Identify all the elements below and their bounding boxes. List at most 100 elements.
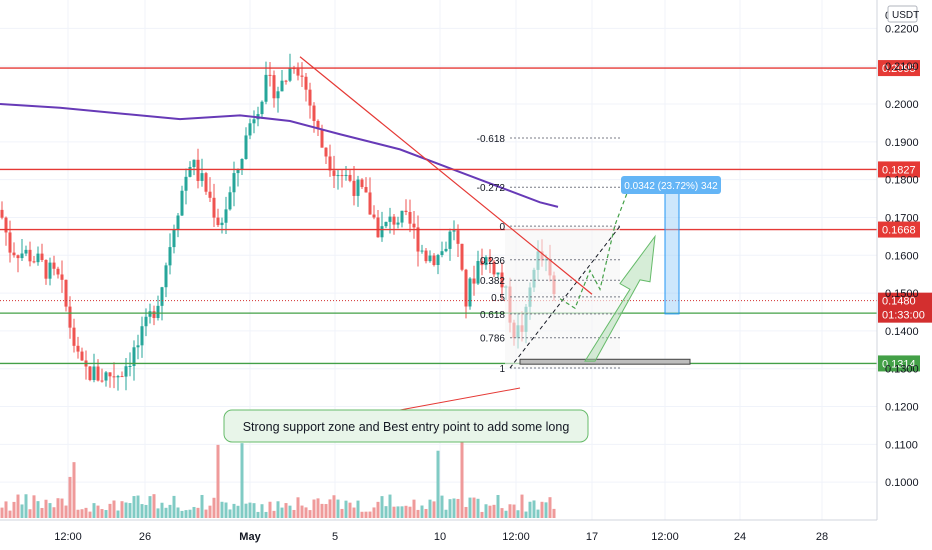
volume-bar [32,495,36,518]
volume-bar [492,504,496,518]
volume-bar [168,504,172,518]
volume-bar [116,510,120,518]
time-tick-label: 28 [816,531,828,543]
volume-bar [208,505,212,518]
target-arrow [584,234,656,362]
candle-body [308,89,312,106]
volume-bars [0,431,556,518]
volume-bar [364,511,368,518]
volume-bar [404,505,408,518]
candle-body [300,75,304,77]
descending-trendline [299,56,593,295]
measure-label: 0.0342 (23.72%) 342 [624,181,718,192]
candle-body [120,376,124,378]
candle-body [376,217,380,238]
volume-bar [340,508,344,518]
candle-body [224,209,228,223]
volume-bar [16,494,20,518]
chart-drawings: 0.0342 (23.72%) 342 Strong support zone a… [223,56,721,443]
volume-bar [64,505,68,518]
volume-bar [276,501,280,518]
measure-range [664,184,680,315]
candle-body [360,179,364,188]
candle-body [436,255,440,266]
price-tick-label: 0.1800 [885,175,919,187]
volume-bar [532,500,536,518]
candle-body [340,175,344,177]
candle-body [408,212,412,224]
volume-bar [504,510,508,518]
volume-bar [196,507,200,518]
bar-countdown-label: 01:33:00 [882,310,925,322]
volume-bar [432,501,436,518]
candle-body [252,119,256,124]
volume-bar [236,505,240,518]
chart-axes: 0.22000.21000.20000.19000.18000.17000.16… [0,0,919,543]
candle-body [444,248,448,252]
candle-body [412,223,416,228]
candle-body [248,123,252,136]
volume-bar [372,507,376,518]
volume-bar [228,509,232,518]
level-price-badge [878,60,920,77]
volume-bar [552,508,556,518]
volume-bar [268,501,272,518]
currency-box [887,5,918,23]
candle-body [260,101,264,115]
volume-bar [512,504,516,518]
volume-bar [456,498,460,518]
volume-bar [200,494,204,518]
moving-average-line [0,103,559,208]
candle-body [152,311,156,319]
volume-bar [320,503,324,518]
candle-body [272,75,276,99]
candle-body [464,269,468,307]
volume-bar [108,503,112,518]
time-tick-label: May [239,531,261,543]
level-price-label: 0.2095 [882,63,916,75]
volume-bar [28,509,32,518]
candle-body [296,68,300,76]
candle-body [476,261,480,284]
volume-bar [256,511,260,518]
candle-body [240,158,244,170]
candle-body [320,129,324,148]
volume-bar [140,504,144,518]
fib-level-label: 0.382 [480,276,505,287]
candle-body [396,222,400,225]
candle-body [496,272,500,275]
price-tick-label: 0.1300 [885,364,919,376]
candle-body [200,173,204,181]
current-price-label: 0.1480 [882,296,916,308]
candle-body [196,159,200,181]
time-tick-label: 12:00 [651,531,679,543]
candle-body [420,250,424,252]
candle-body [440,251,444,256]
candle-body [380,226,384,238]
candle-body [24,249,28,254]
volume-bar [544,502,548,518]
volume-bar [124,502,128,518]
candle-body [92,366,96,381]
volume-bar [24,494,28,518]
candle-body [332,170,336,176]
candle-body [160,287,164,306]
volume-bar [44,499,48,518]
volume-bar [60,498,64,518]
volume-bar [472,497,476,518]
volume-bar [408,506,412,518]
candle-body [336,175,340,177]
candle-body [20,253,24,259]
candle-body [188,167,192,177]
volume-bar [152,494,156,518]
volume-bar [516,510,520,518]
candle-body [392,216,396,225]
volume-bar [8,510,12,518]
volume-bar [248,502,252,518]
time-tick-label: 17 [586,531,598,543]
volume-bar [324,504,328,518]
candle-body [148,311,152,317]
candle-body [468,278,472,307]
candle-body [88,366,92,381]
volume-bar [352,507,356,518]
